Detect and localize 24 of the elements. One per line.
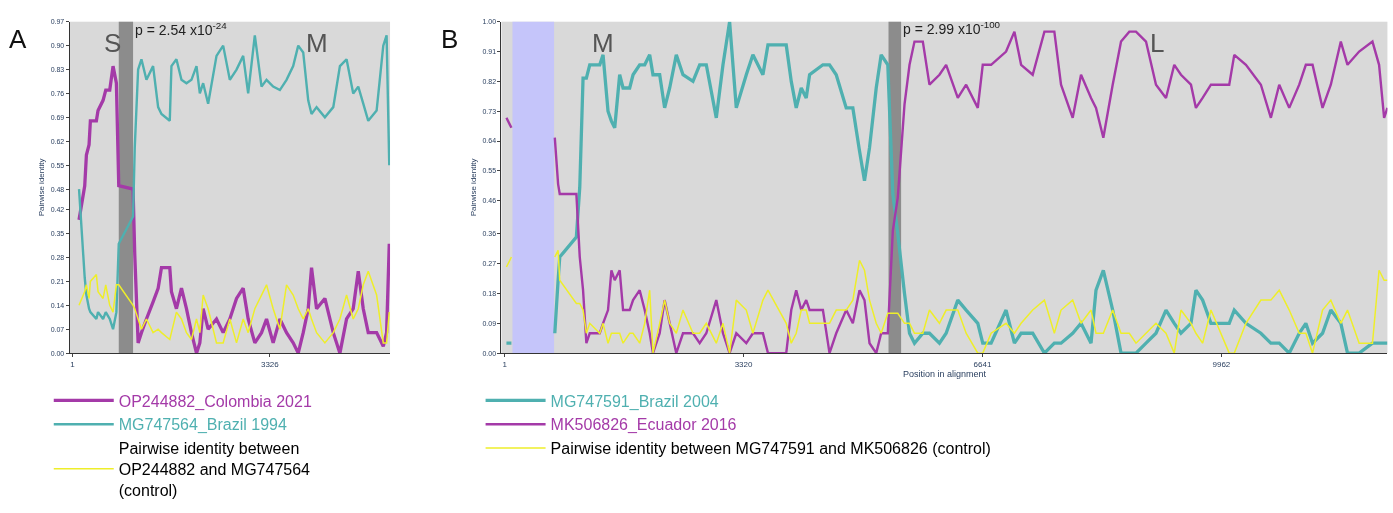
line-series (77, 64, 391, 354)
legend-label: OP244882_Colombia 2021 (118, 392, 312, 411)
x-tick-label: 1 (70, 359, 76, 369)
legend-label: MG747591_Brazil 2004 (550, 392, 719, 411)
y-axis-title: Pairwise identity (469, 158, 479, 217)
x-axis-title: Position in alignment (902, 368, 987, 379)
chart-title: A (9, 24, 27, 54)
legend-label: Pairwise identity between MG747591 and MK506826 (control) (550, 440, 991, 458)
x-tick-label: 1 (502, 359, 508, 369)
annotation: M (592, 28, 614, 58)
annotation: L (1150, 28, 1165, 58)
annotation: p = 2.54 x10$^{-24}$ (135, 20, 228, 38)
y-axis-title: Pairwise identity (37, 158, 47, 217)
legend-label: MK506826_Ecuador 2016 (550, 416, 737, 435)
line-series (78, 270, 391, 344)
x-tick-label: 6641 (973, 359, 992, 369)
annotation: M (306, 28, 328, 58)
annotation: p = 2.99 x10$^{-100}$ (903, 19, 1001, 37)
chart-title: B (441, 24, 459, 54)
x-tick-label: 3320 (734, 359, 754, 369)
x-tick-label: 9962 (1212, 359, 1231, 369)
legend-label: Pairwise identity between OP244882 and MG747564 (control) (118, 440, 311, 499)
legend-label: MG747564_Brazil 1994 (118, 416, 287, 435)
x-tick-label: 3326 (260, 359, 280, 369)
